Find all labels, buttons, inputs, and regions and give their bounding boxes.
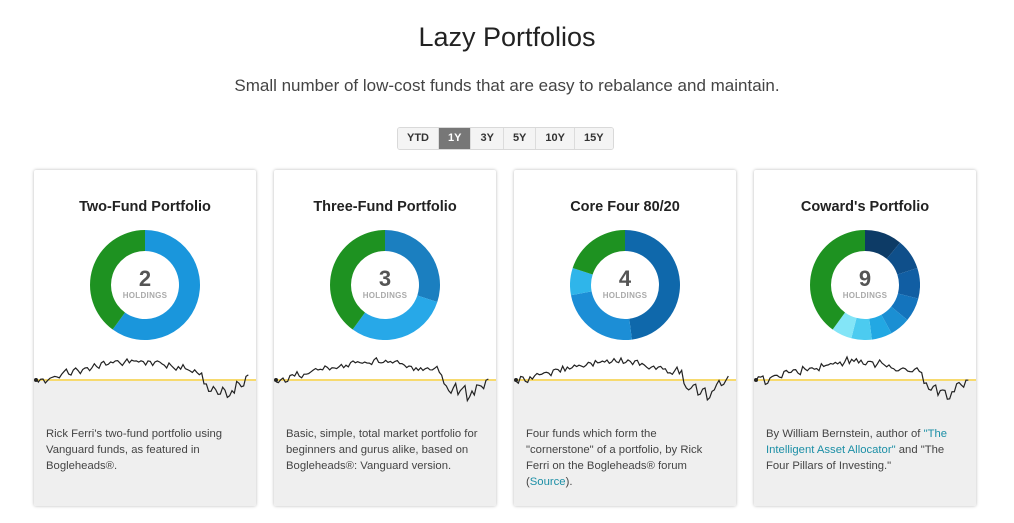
holdings-label: HOLDINGS <box>362 291 408 300</box>
donut-slice-5 <box>869 314 892 340</box>
description-text: Four funds which form the "cornerstone" … <box>526 428 703 488</box>
description-text: and "The Four Pillars of Investing." <box>766 444 945 472</box>
range-ytd-button[interactable]: YTD <box>398 128 439 149</box>
range-15y-button[interactable]: 15Y <box>574 128 613 149</box>
card-description: By William Bernstein, author of "The Int… <box>766 426 966 474</box>
holdings-count: 3 <box>378 266 392 291</box>
donut-slice-6 <box>851 317 872 340</box>
card-footer-background <box>514 381 736 506</box>
book-link-intelligent-asset-allocator[interactable]: "The Intelligent Asset Allocator" <box>766 428 948 456</box>
portfolio-card-three-fund[interactable]: Three-Fund Portfolio 3 HOLDINGS Basic, s… <box>274 170 496 506</box>
allocation-donut-chart <box>330 230 440 340</box>
portfolio-card-core-four[interactable]: Core Four 80/20 4 HOLDINGS Four funds wh… <box>514 170 736 506</box>
range-10y-button[interactable]: 10Y <box>536 128 575 149</box>
allocation-donut-chart <box>90 230 200 340</box>
performance-sparkline <box>274 356 496 403</box>
allocation-donut-chart <box>810 230 920 340</box>
card-footer-background <box>274 381 496 506</box>
performance-sparkline <box>754 355 976 400</box>
donut-slice-2 <box>570 268 593 296</box>
range-5y-button[interactable]: 5Y <box>503 128 537 149</box>
donut-slice-0 <box>385 230 440 302</box>
donut-slice-0 <box>112 230 200 340</box>
sparkline-path <box>755 355 969 400</box>
description-text: ). <box>565 476 573 488</box>
portfolio-card-two-fund[interactable]: Two-Fund Portfolio 2 HOLDINGS Rick Ferri… <box>34 170 256 506</box>
sparkline-path <box>515 356 729 402</box>
card-title: Three-Fund Portfolio <box>313 199 457 215</box>
card-title: Coward's Portfolio <box>800 199 930 215</box>
sparkline-start-dot <box>754 378 758 382</box>
card-title: Two-Fund Portfolio <box>79 199 211 215</box>
description-text: By William Bernstein, author of <box>766 428 924 440</box>
donut-slice-8 <box>810 230 865 330</box>
holdings-label: HOLDINGS <box>122 291 168 300</box>
card-footer-background <box>754 381 976 506</box>
holdings-count: 9 <box>858 266 872 291</box>
card-description: Rick Ferri's two-fund portfolio using Va… <box>46 428 223 472</box>
donut-slice-0 <box>865 230 901 259</box>
page-subtitle: Small number of low-cost funds that are … <box>234 76 780 95</box>
donut-slice-1 <box>90 230 145 330</box>
donut-slice-3 <box>572 230 625 275</box>
sparkline-path <box>275 356 489 403</box>
sparkline-path <box>35 357 249 399</box>
source-link[interactable]: Source <box>529 476 566 488</box>
holdings-label: HOLDINGS <box>842 291 888 300</box>
holdings-count: 2 <box>138 266 152 291</box>
time-range-selector: YTD 1Y 3Y 5Y 10Y 15Y <box>397 127 614 150</box>
range-3y-button[interactable]: 3Y <box>471 128 504 149</box>
donut-slice-1 <box>570 291 632 340</box>
card-description: Four funds which form the "cornerstone" … <box>526 426 726 490</box>
card-title: Core Four 80/20 <box>570 199 680 215</box>
allocation-donut-chart <box>570 230 680 340</box>
range-1y-button[interactable]: 1Y <box>439 128 472 149</box>
card-footer-background <box>34 381 256 506</box>
donut-slice-4 <box>881 306 908 334</box>
page-title: Lazy Portfolios <box>418 22 596 52</box>
donut-slice-1 <box>886 242 918 275</box>
donut-slice-0 <box>625 230 680 340</box>
performance-sparkline <box>514 356 736 402</box>
performance-sparkline <box>34 357 256 399</box>
donut-slice-1 <box>352 295 438 340</box>
holdings-label: HOLDINGS <box>602 291 648 300</box>
donut-slice-2 <box>330 230 385 330</box>
sparkline-start-dot <box>274 378 278 382</box>
donut-slice-2 <box>897 268 920 299</box>
card-description: Basic, simple, total market portfolio fo… <box>286 428 478 472</box>
sparkline-start-dot <box>34 378 38 382</box>
donut-slice-3 <box>891 293 919 321</box>
sparkline-start-dot <box>514 378 518 382</box>
donut-slice-7 <box>832 312 857 339</box>
portfolio-card-cowards[interactable]: Coward's Portfolio 9 HOLDINGS By William… <box>754 170 976 506</box>
holdings-count: 4 <box>618 266 632 291</box>
